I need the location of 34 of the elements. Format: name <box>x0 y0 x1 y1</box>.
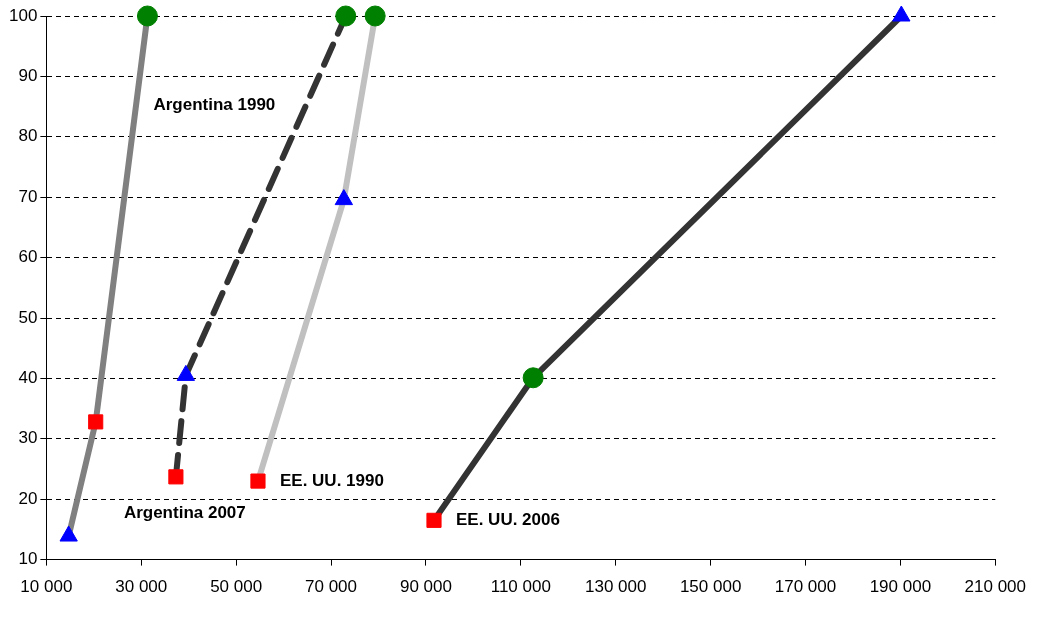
point <box>88 414 104 430</box>
x-tick-label: 110 000 <box>490 577 551 597</box>
y-tick-label: 30 <box>18 428 38 448</box>
y-tick-label: 20 <box>18 488 38 508</box>
y-tick-label: 100 <box>8 5 38 25</box>
point <box>522 367 544 389</box>
x-tick-label: 210 000 <box>964 577 1026 597</box>
y-tick-label: 40 <box>18 368 38 388</box>
point <box>136 5 158 27</box>
y-tick-label: 10 <box>18 549 38 569</box>
x-tick-label: 90 000 <box>399 577 452 597</box>
x-tick-label: 150 000 <box>679 577 742 597</box>
y-tick-label: 60 <box>18 247 38 267</box>
x-tick-label: 170 000 <box>774 577 837 597</box>
annotation: Argentina 2007 <box>123 502 246 522</box>
annotation: Argentina 1990 <box>153 94 276 114</box>
point <box>364 5 386 27</box>
y-tick-label: 70 <box>18 186 38 206</box>
x-tick-label: 50 000 <box>210 577 263 597</box>
x-tick-label: 70 000 <box>305 577 358 597</box>
y-tick-label: 50 <box>18 307 38 327</box>
annotation: EE. UU. 1990 <box>279 470 384 490</box>
y-tick-label: 80 <box>18 126 38 146</box>
y-tick-label: 90 <box>18 66 38 86</box>
point <box>335 5 357 27</box>
x-tick-label: 30 000 <box>115 577 168 597</box>
point <box>426 512 442 528</box>
point <box>250 473 266 489</box>
point <box>334 189 354 206</box>
x-tick-label: 190 000 <box>869 577 932 597</box>
annotation: EE. UU. 2006 <box>455 510 560 530</box>
x-tick-label: 130 000 <box>584 577 647 597</box>
point <box>168 469 184 485</box>
x-tick-label: 10 000 <box>20 577 73 597</box>
